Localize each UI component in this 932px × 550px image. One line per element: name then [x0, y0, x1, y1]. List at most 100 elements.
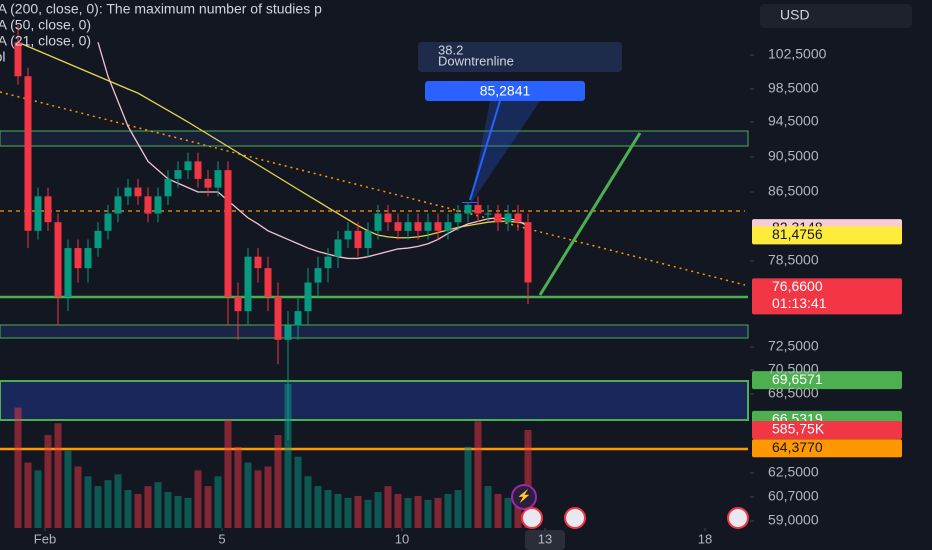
- y-tick-label: 98,5000: [768, 80, 819, 96]
- candle-body: [274, 296, 282, 340]
- candle-body: [234, 296, 242, 312]
- price-tag: [752, 439, 902, 458]
- candle-body: [334, 239, 342, 257]
- price-tag-label: 64,3770: [772, 439, 823, 455]
- volume-bar: [484, 486, 492, 545]
- annotation-pointer: [469, 100, 501, 201]
- candle-body: [64, 248, 72, 297]
- currency-button[interactable]: [760, 4, 912, 28]
- volume-bar: [194, 470, 202, 545]
- volume-bar: [14, 407, 22, 545]
- price-tag-label: 81,4756: [772, 226, 823, 242]
- drawings: [0, 91, 749, 451]
- volume-bar: [124, 490, 132, 545]
- candle-body: [264, 268, 272, 297]
- legend-entry: MA (200, close, 0): The maximum number o…: [0, 1, 322, 17]
- candle-body: [144, 196, 152, 214]
- candle-body: [254, 256, 262, 269]
- candle-body: [194, 161, 202, 179]
- volume-bar: [254, 470, 262, 545]
- candle-body: [204, 178, 212, 188]
- price-tag: [752, 371, 902, 390]
- volume-bar: [434, 497, 442, 545]
- candle-body: [44, 196, 52, 223]
- y-tick-label: 59,0000: [768, 512, 819, 528]
- y-tick-label: 70,5000: [768, 361, 819, 377]
- event-icon-glyph: ⚡: [517, 489, 532, 503]
- candle-body: [314, 268, 322, 283]
- time-highlight: [525, 530, 565, 550]
- volume-bar: [34, 470, 42, 545]
- legend-entry: MA (50, close, 0): [0, 17, 91, 33]
- volume-bar: [394, 493, 402, 545]
- candle-body: [394, 222, 402, 231]
- volume-bar: [184, 497, 192, 545]
- candle-body: [364, 230, 372, 249]
- candle-body: [154, 196, 162, 214]
- candle-body: [134, 187, 142, 197]
- candle-body: [494, 213, 502, 223]
- volume-bar: [24, 462, 32, 545]
- projection-line: [538, 132, 642, 296]
- event-icon[interactable]: [511, 484, 537, 510]
- volume-bar: [504, 497, 512, 545]
- flag-icon[interactable]: [564, 507, 586, 529]
- candle-body: [224, 170, 232, 297]
- volume-bar: [374, 491, 382, 545]
- volume-bar: [64, 450, 72, 545]
- x-tick-label: 18: [698, 531, 712, 546]
- annotation-price: 85,2841: [480, 83, 531, 99]
- candle-body: [474, 204, 482, 214]
- legend-entry: Vol: [0, 49, 5, 65]
- volume-bar: [424, 499, 432, 545]
- volume-bar: [454, 490, 462, 545]
- volume-tag-label: 585,75K: [772, 421, 825, 437]
- volume-bar: [204, 486, 212, 545]
- annotation-title: 38.2: [438, 42, 463, 57]
- volume-bar: [114, 474, 122, 545]
- volume-bar: [294, 456, 302, 545]
- candle-body: [184, 161, 192, 171]
- volume-bar: [354, 495, 362, 545]
- x-tick-label: 5: [218, 531, 225, 546]
- candle-body: [344, 230, 352, 240]
- currency[interactable]: USD: [780, 7, 810, 23]
- volume-bar: [44, 435, 52, 545]
- candle-body: [354, 230, 362, 249]
- flag-icon[interactable]: [727, 507, 749, 529]
- y-tick-label: 72,5000: [768, 338, 819, 354]
- candle-body: [174, 170, 182, 179]
- flag-icon[interactable]: [521, 507, 543, 529]
- candle-body: [324, 256, 332, 269]
- volume-bar: [214, 476, 222, 545]
- zone-low: [0, 380, 749, 421]
- volume-bar: [464, 446, 472, 545]
- candle-body: [124, 187, 132, 197]
- countdown: 01:13:41: [772, 295, 827, 311]
- candle-layer: [14, 25, 532, 441]
- y-tick-label: 90,5000: [768, 148, 819, 164]
- candle-body: [414, 222, 422, 231]
- candle-body: [164, 178, 172, 197]
- zone-mid: [0, 324, 749, 339]
- annotation-box: [418, 42, 622, 72]
- x-tick-label: 10: [395, 531, 409, 546]
- candle-body: [304, 282, 312, 312]
- x-tick-label: 13: [538, 531, 552, 546]
- candle-body: [214, 170, 222, 188]
- annotation-wedge: [470, 101, 540, 205]
- candle-body: [374, 213, 382, 231]
- price-tag: [752, 278, 902, 315]
- candle-body: [444, 222, 452, 231]
- legend-entry: MA (21, close, 0): [0, 33, 91, 49]
- volume-layer: [14, 384, 532, 545]
- volume-bar: [304, 476, 312, 545]
- y-tick-label: 102,5000: [768, 46, 827, 62]
- volume-bar: [494, 493, 502, 545]
- candle-body: [84, 248, 92, 269]
- candle-body: [384, 213, 392, 223]
- candle-body: [244, 256, 252, 312]
- annotation-price-tag: [425, 81, 585, 101]
